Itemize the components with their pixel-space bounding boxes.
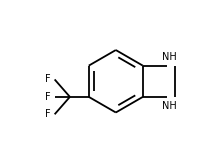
Text: F: F [45,109,51,119]
Text: F: F [45,92,51,102]
Text: F: F [45,74,51,85]
Text: NH: NH [162,52,177,62]
Text: NH: NH [162,101,177,111]
